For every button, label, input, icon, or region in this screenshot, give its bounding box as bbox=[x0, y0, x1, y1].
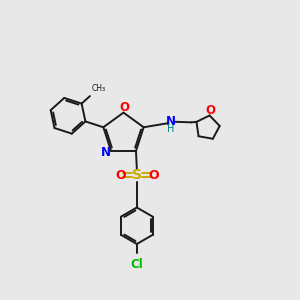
Text: O: O bbox=[119, 101, 129, 114]
Text: O: O bbox=[115, 169, 126, 182]
Text: S: S bbox=[132, 168, 142, 182]
Text: O: O bbox=[206, 104, 216, 117]
Text: N: N bbox=[166, 115, 176, 128]
Text: CH₃: CH₃ bbox=[92, 84, 106, 93]
Text: N: N bbox=[101, 146, 111, 159]
Text: O: O bbox=[148, 169, 159, 182]
Text: H: H bbox=[167, 124, 174, 134]
Text: Cl: Cl bbox=[130, 257, 143, 271]
